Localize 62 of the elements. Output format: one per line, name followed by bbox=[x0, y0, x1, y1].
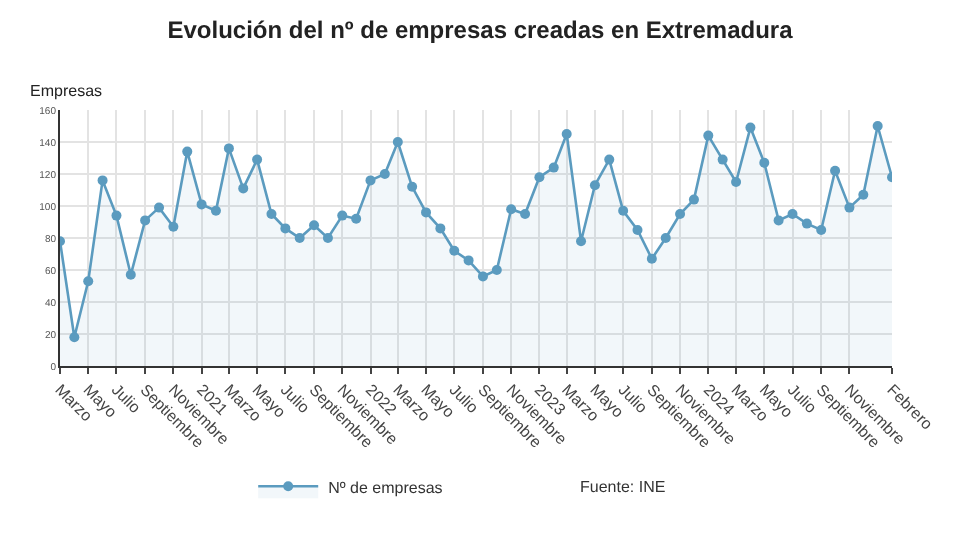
point bbox=[816, 225, 827, 235]
point bbox=[604, 154, 615, 165]
point bbox=[421, 207, 432, 218]
point bbox=[407, 181, 418, 192]
point bbox=[238, 183, 249, 194]
point bbox=[688, 194, 699, 205]
source-note: Fuente: INE bbox=[580, 478, 666, 496]
point bbox=[717, 154, 728, 165]
point bbox=[196, 199, 207, 210]
point bbox=[266, 209, 277, 219]
point bbox=[309, 220, 320, 231]
point bbox=[365, 175, 376, 186]
point bbox=[520, 209, 531, 219]
point bbox=[449, 245, 460, 256]
point bbox=[168, 221, 179, 232]
y-axis-title: Empresas bbox=[30, 82, 103, 100]
point bbox=[534, 172, 545, 183]
point bbox=[745, 122, 756, 133]
point bbox=[506, 204, 517, 215]
point bbox=[83, 276, 94, 287]
point bbox=[111, 210, 122, 221]
point bbox=[322, 233, 333, 243]
point bbox=[759, 157, 770, 168]
point bbox=[675, 209, 686, 219]
point bbox=[548, 162, 559, 173]
point bbox=[337, 210, 348, 221]
point bbox=[660, 233, 671, 243]
point bbox=[294, 233, 305, 243]
point bbox=[392, 137, 403, 147]
point bbox=[280, 223, 291, 234]
point bbox=[477, 271, 488, 282]
point bbox=[491, 265, 502, 275]
point bbox=[379, 169, 390, 179]
point bbox=[773, 215, 784, 226]
point bbox=[223, 143, 234, 154]
point bbox=[632, 225, 643, 235]
point bbox=[589, 180, 600, 191]
point bbox=[97, 175, 108, 186]
point bbox=[154, 202, 165, 213]
point bbox=[576, 236, 587, 247]
point bbox=[210, 205, 221, 216]
point bbox=[844, 202, 855, 213]
point bbox=[787, 209, 798, 219]
point bbox=[801, 218, 812, 229]
point bbox=[435, 223, 446, 234]
point bbox=[125, 269, 136, 280]
point bbox=[646, 253, 657, 264]
point bbox=[182, 146, 193, 157]
point bbox=[731, 177, 742, 187]
point bbox=[140, 215, 151, 226]
point bbox=[830, 165, 841, 176]
point bbox=[252, 154, 263, 165]
point bbox=[561, 129, 572, 139]
point bbox=[69, 332, 80, 343]
point bbox=[703, 130, 714, 141]
point bbox=[463, 255, 474, 266]
point bbox=[351, 213, 362, 224]
point bbox=[872, 121, 883, 131]
legend-label: Nº de empresas bbox=[328, 478, 443, 497]
point bbox=[618, 205, 629, 216]
point bbox=[858, 189, 869, 200]
chart-title: Evolución del nº de empresas creadas en Extremadura bbox=[167, 16, 794, 45]
